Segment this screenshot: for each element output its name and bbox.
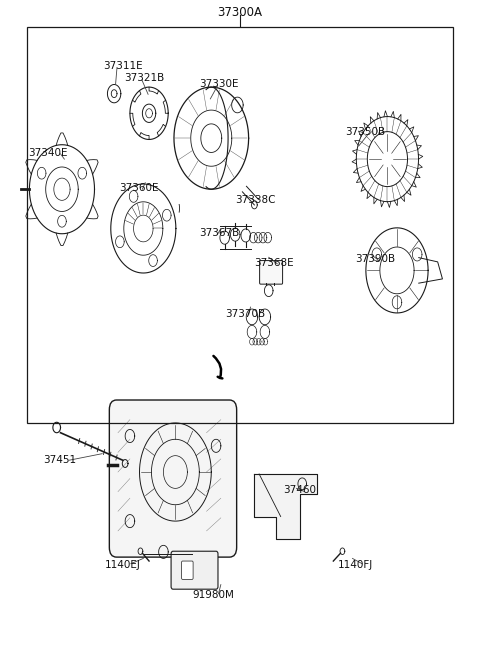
Text: 37321B: 37321B [124,73,165,83]
Text: 37451: 37451 [43,455,76,465]
FancyBboxPatch shape [181,561,193,579]
Text: 37368E: 37368E [254,258,294,268]
Polygon shape [254,474,317,539]
Text: 37340E: 37340E [28,148,68,157]
Text: 37390B: 37390B [355,255,395,264]
Bar [27,27,453,423]
FancyBboxPatch shape [171,551,218,589]
Text: 37460: 37460 [283,485,316,495]
Text: 1140FJ: 1140FJ [338,560,373,570]
Text: 1140EJ: 1140EJ [105,560,141,570]
Text: 37338C: 37338C [235,195,276,205]
Text: 37367B: 37367B [199,228,240,238]
Text: 37311E: 37311E [104,61,143,71]
FancyBboxPatch shape [260,260,283,284]
Text: 37300A: 37300A [217,6,263,19]
FancyBboxPatch shape [109,400,237,557]
Text: 37370B: 37370B [226,308,266,319]
Text: 91980M: 91980M [192,590,234,600]
Text: 37360E: 37360E [120,183,159,193]
Text: 37350B: 37350B [345,127,385,136]
Text: 37330E: 37330E [199,79,239,89]
